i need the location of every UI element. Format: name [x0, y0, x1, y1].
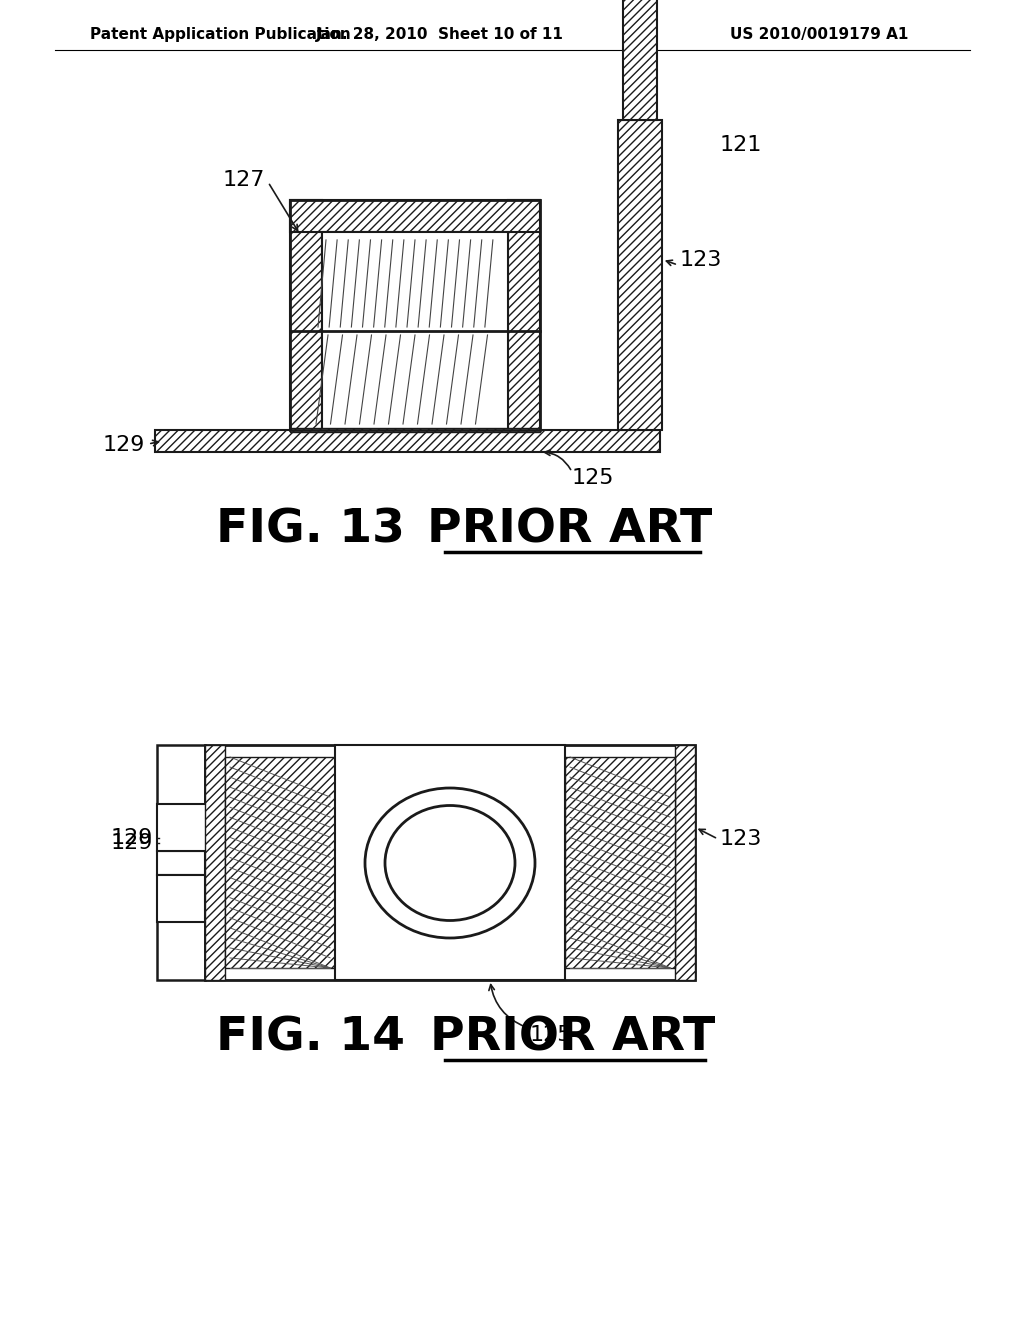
Text: 129: 129 [111, 828, 153, 847]
Bar [623, 0, 657, 120]
Text: Jan. 28, 2010  Sheet 10 of 11: Jan. 28, 2010 Sheet 10 of 11 [316, 28, 564, 42]
Bar [335, 744, 565, 979]
Text: US 2010/0019179 A1: US 2010/0019179 A1 [730, 28, 908, 42]
Bar [375, 430, 455, 432]
Text: 123: 123 [680, 249, 722, 271]
Bar [565, 756, 675, 968]
Bar [290, 201, 540, 232]
Bar [322, 232, 508, 430]
Bar [155, 430, 660, 451]
Text: FIG. 14: FIG. 14 [215, 1015, 404, 1060]
Text: 127: 127 [222, 170, 265, 190]
Bar [205, 744, 225, 979]
Bar [157, 744, 205, 979]
Text: Patent Application Publication: Patent Application Publication [90, 28, 351, 42]
Bar [157, 875, 205, 921]
Bar [157, 851, 205, 875]
Text: 129: 129 [111, 833, 153, 853]
Bar [290, 428, 540, 432]
Text: 121: 121 [720, 135, 763, 154]
Bar [205, 744, 695, 979]
Text: 129: 129 [102, 436, 145, 455]
Text: 125: 125 [530, 1026, 572, 1045]
Text: PRIOR ART: PRIOR ART [427, 507, 713, 553]
Bar [157, 804, 221, 851]
Bar [290, 201, 322, 430]
Bar [618, 120, 662, 430]
Text: FIG. 13: FIG. 13 [216, 507, 404, 553]
Text: 125: 125 [572, 469, 614, 488]
Bar [675, 744, 695, 979]
Bar [508, 201, 540, 430]
Bar [225, 756, 335, 968]
Bar [290, 201, 540, 430]
Text: PRIOR ART: PRIOR ART [430, 1015, 716, 1060]
Text: 123: 123 [720, 829, 763, 849]
Ellipse shape [385, 805, 515, 920]
